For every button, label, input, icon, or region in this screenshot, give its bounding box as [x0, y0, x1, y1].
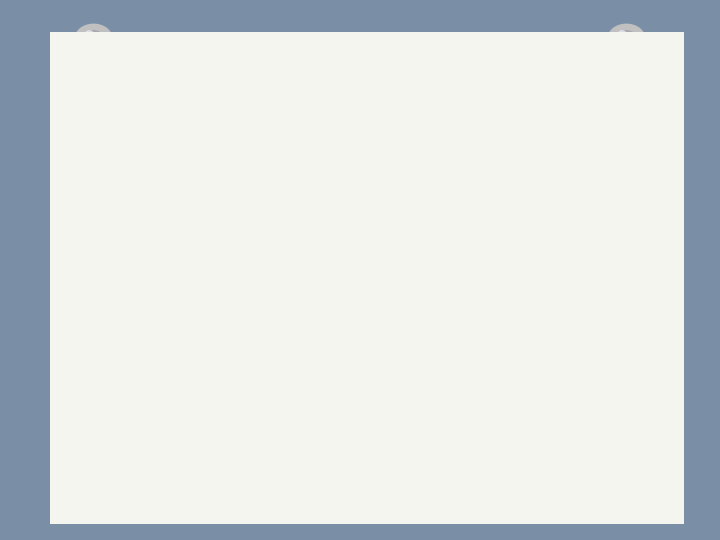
Text: O: O: [94, 437, 109, 456]
Text: O: O: [94, 146, 109, 165]
Text: Sketch the basic components of the
diagram in their proper sequence. Events
and : Sketch the basic components of the diagr…: [169, 189, 516, 283]
FancyBboxPatch shape: [220, 278, 626, 486]
Text: Drawing Block Diagram: Drawing Block Diagram: [130, 70, 603, 108]
FancyBboxPatch shape: [337, 252, 405, 287]
Text: O: O: [144, 189, 157, 207]
Circle shape: [617, 31, 636, 45]
Circle shape: [76, 24, 112, 51]
Circle shape: [84, 31, 103, 45]
Text: CONTROL
UNIT: CONTROL UNIT: [351, 260, 391, 280]
FancyBboxPatch shape: [495, 252, 567, 287]
Text: Step 4: Step 4: [126, 437, 189, 456]
Circle shape: [86, 31, 93, 36]
Circle shape: [429, 169, 490, 214]
Text: Step 1: Step 1: [126, 146, 189, 165]
Text: LOAD: LOAD: [531, 187, 556, 196]
FancyBboxPatch shape: [513, 174, 575, 209]
FancyBboxPatch shape: [333, 174, 409, 209]
FancyBboxPatch shape: [241, 174, 313, 209]
Text: O: O: [94, 340, 109, 359]
Text: O: O: [94, 389, 109, 408]
Text: MOTOR: MOTOR: [443, 187, 476, 196]
Text: SOURCE
AC (or) DC: SOURCE AC (or) DC: [255, 182, 300, 201]
Text: Step 2: Step 2: [126, 340, 189, 359]
Text: Step 3: Step 3: [126, 389, 189, 408]
Circle shape: [618, 31, 626, 36]
Text: Fig 1.1 Block Diagram for Electrical Drives: Fig 1.1 Block Diagram for Electrical Dri…: [307, 462, 514, 472]
FancyBboxPatch shape: [245, 252, 310, 287]
Circle shape: [608, 24, 644, 51]
Text: INPUT: INPUT: [264, 266, 290, 274]
Text: SENSING
UNIT: SENSING UNIT: [513, 260, 550, 280]
Text: POWER
MODULATOR: POWER MODULATOR: [344, 182, 397, 201]
